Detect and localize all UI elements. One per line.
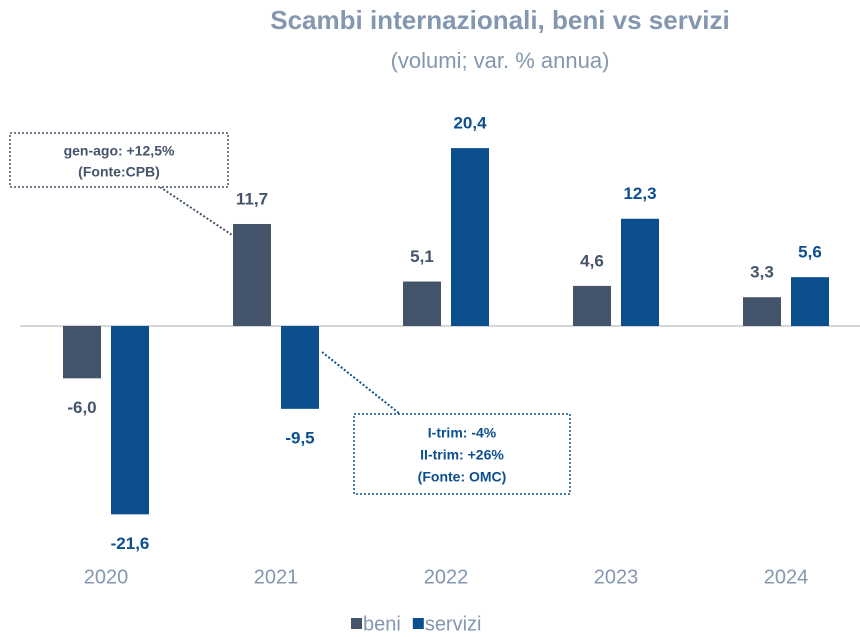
- annotation-text: II-trim: +26%: [420, 447, 504, 463]
- data-label: -9,5: [285, 428, 314, 447]
- chart-subtitle: (volumi; var. % annua): [391, 48, 610, 73]
- annotation-text: I-trim: -4%: [428, 425, 497, 441]
- bar: [403, 281, 441, 326]
- annotation-text: gen-ago: +12,5%: [64, 143, 175, 159]
- bar: [573, 285, 611, 326]
- legend-swatch: [412, 618, 424, 629]
- x-tick-label: 2020: [84, 566, 129, 588]
- chart-title: Scambi internazionali, beni vs servizi: [270, 5, 730, 35]
- bar: [233, 223, 271, 326]
- x-tick-label: 2024: [764, 566, 809, 588]
- x-tick-label: 2021: [254, 566, 299, 588]
- annotation-connector: [159, 186, 233, 236]
- data-label: 4,6: [580, 251, 604, 270]
- data-label: 5,1: [410, 247, 434, 266]
- bar: [743, 297, 781, 326]
- annotation-text: (Fonte:CPB): [78, 164, 160, 180]
- x-tick-label: 2022: [424, 566, 469, 588]
- bar: [791, 277, 829, 326]
- x-tick-label: 2023: [594, 566, 639, 588]
- legend-label: servizi: [425, 613, 482, 635]
- data-label: 3,3: [750, 263, 774, 282]
- annotation-box: [9, 132, 229, 188]
- data-label: 20,4: [453, 114, 487, 133]
- data-label: 11,7: [236, 189, 268, 208]
- annotation-box: [353, 413, 571, 495]
- legend-label: beni: [363, 613, 401, 635]
- bar: [63, 326, 101, 379]
- bar: [111, 326, 149, 515]
- data-label: 12,3: [623, 184, 656, 203]
- bar: [621, 218, 659, 326]
- data-label: -6,0: [67, 398, 96, 417]
- annotation-text: (Fonte: OMC): [418, 469, 507, 485]
- annotation-connector: [321, 351, 401, 415]
- bar: [451, 148, 489, 326]
- legend-swatch: [351, 618, 362, 629]
- data-label: 5,6: [798, 243, 822, 262]
- bar: [281, 326, 319, 409]
- data-label: -21,6: [111, 534, 150, 553]
